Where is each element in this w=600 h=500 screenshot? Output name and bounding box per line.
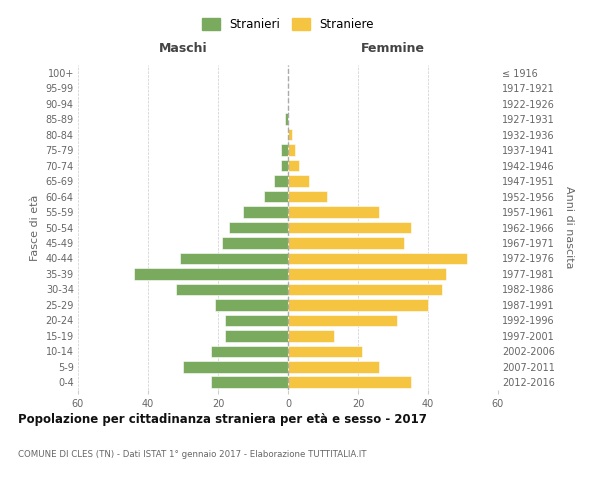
Bar [288, 268, 445, 280]
Bar [183, 361, 288, 372]
Bar [179, 252, 288, 264]
Bar [225, 330, 288, 342]
Bar [225, 314, 288, 326]
Text: Popolazione per cittadinanza straniera per età e sesso - 2017: Popolazione per cittadinanza straniera p… [18, 412, 427, 426]
Bar [211, 376, 288, 388]
Bar [288, 237, 404, 249]
Text: Femmine: Femmine [361, 42, 425, 55]
Bar [288, 346, 361, 357]
Bar [288, 160, 299, 172]
Text: COMUNE DI CLES (TN) - Dati ISTAT 1° gennaio 2017 - Elaborazione TUTTITALIA.IT: COMUNE DI CLES (TN) - Dati ISTAT 1° genn… [18, 450, 367, 459]
Bar [281, 144, 288, 156]
Bar [215, 299, 288, 310]
Bar [288, 144, 295, 156]
Bar [288, 330, 334, 342]
Bar [284, 114, 288, 125]
Bar [288, 376, 410, 388]
Bar [288, 176, 309, 187]
Bar [274, 176, 288, 187]
Legend: Stranieri, Straniere: Stranieri, Straniere [197, 14, 379, 36]
Bar [221, 237, 288, 249]
Bar [288, 299, 428, 310]
Y-axis label: Anni di nascita: Anni di nascita [565, 186, 574, 269]
Bar [288, 361, 379, 372]
Bar [176, 284, 288, 295]
Bar [288, 314, 397, 326]
Bar [288, 206, 379, 218]
Y-axis label: Fasce di età: Fasce di età [30, 194, 40, 260]
Bar [288, 129, 292, 140]
Text: Maschi: Maschi [158, 42, 208, 55]
Bar [229, 222, 288, 234]
Bar [211, 346, 288, 357]
Bar [134, 268, 288, 280]
Bar [288, 252, 467, 264]
Bar [263, 190, 288, 202]
Bar [242, 206, 288, 218]
Bar [281, 160, 288, 172]
Bar [288, 190, 326, 202]
Bar [288, 222, 410, 234]
Bar [288, 284, 442, 295]
